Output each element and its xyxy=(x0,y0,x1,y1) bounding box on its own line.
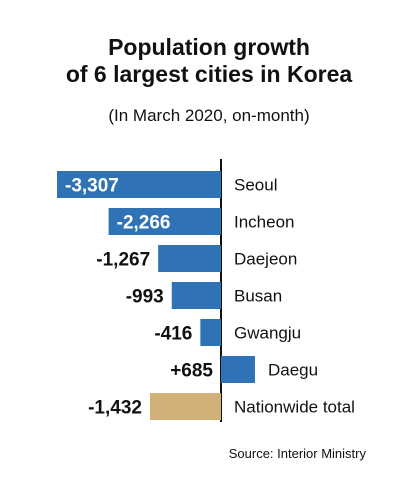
bar-daegu xyxy=(221,356,255,383)
chart-subtitle: (In March 2020, on-month) xyxy=(108,106,310,125)
category-label-gwangju: Gwangju xyxy=(234,324,301,343)
value-label-seoul: -3,307 xyxy=(65,176,119,197)
category-label-nationwide-total: Nationwide total xyxy=(234,398,355,417)
source-note: Source: Interior Ministry xyxy=(228,446,366,461)
chart-title-line-2: of 6 largest cities in Korea xyxy=(65,61,353,87)
value-label-busan: -993 xyxy=(126,287,164,308)
value-label-incheon: -2,266 xyxy=(117,213,171,234)
value-label-daejeon: -1,267 xyxy=(96,250,150,271)
category-label-incheon: Incheon xyxy=(234,213,295,232)
chart-title-line-1: Population growth xyxy=(108,34,310,60)
value-label-daegu: +685 xyxy=(170,361,213,382)
category-label-daejeon: Daejeon xyxy=(234,250,297,269)
bar-daejeon xyxy=(158,245,221,272)
bar-incheon xyxy=(108,208,221,235)
chart-title: Population growth of 6 largest cities in… xyxy=(0,34,418,88)
category-label-busan: Busan xyxy=(234,287,282,306)
bar-gwangju xyxy=(200,319,221,346)
bar-busan xyxy=(171,282,221,309)
value-label-gwangju: -416 xyxy=(154,324,192,345)
category-label-seoul: Seoul xyxy=(234,176,277,195)
bar-seoul xyxy=(57,171,221,198)
bar-nationwide-total xyxy=(149,393,221,420)
value-label-nationwide-total: -1,432 xyxy=(88,398,142,419)
category-label-daegu: Daegu xyxy=(268,361,318,380)
